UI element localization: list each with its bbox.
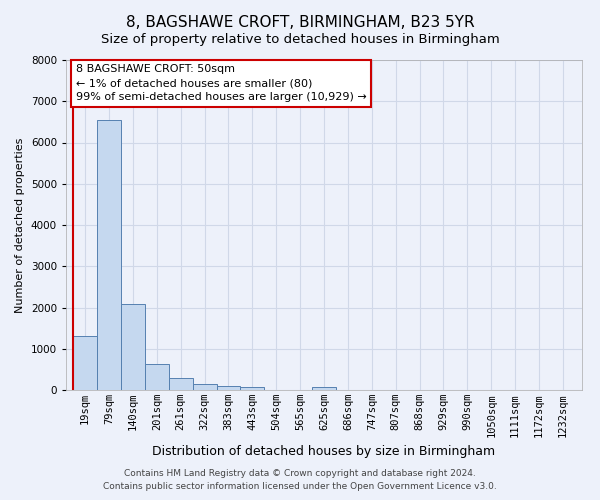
Bar	[169, 378, 193, 390]
Bar	[193, 384, 217, 390]
Bar	[73, 336, 97, 390]
Bar	[217, 386, 241, 390]
Bar	[97, 120, 121, 390]
Text: Size of property relative to detached houses in Birmingham: Size of property relative to detached ho…	[101, 32, 499, 46]
Bar	[121, 304, 145, 390]
X-axis label: Distribution of detached houses by size in Birmingham: Distribution of detached houses by size …	[152, 445, 496, 458]
Bar	[145, 364, 169, 390]
Text: 8, BAGSHAWE CROFT, BIRMINGHAM, B23 5YR: 8, BAGSHAWE CROFT, BIRMINGHAM, B23 5YR	[125, 15, 475, 30]
Text: 8 BAGSHAWE CROFT: 50sqm
← 1% of detached houses are smaller (80)
99% of semi-det: 8 BAGSHAWE CROFT: 50sqm ← 1% of detached…	[76, 64, 367, 102]
Bar	[241, 386, 264, 390]
Bar	[312, 386, 336, 390]
Text: Contains HM Land Registry data © Crown copyright and database right 2024.
Contai: Contains HM Land Registry data © Crown c…	[103, 470, 497, 491]
Y-axis label: Number of detached properties: Number of detached properties	[15, 138, 25, 312]
